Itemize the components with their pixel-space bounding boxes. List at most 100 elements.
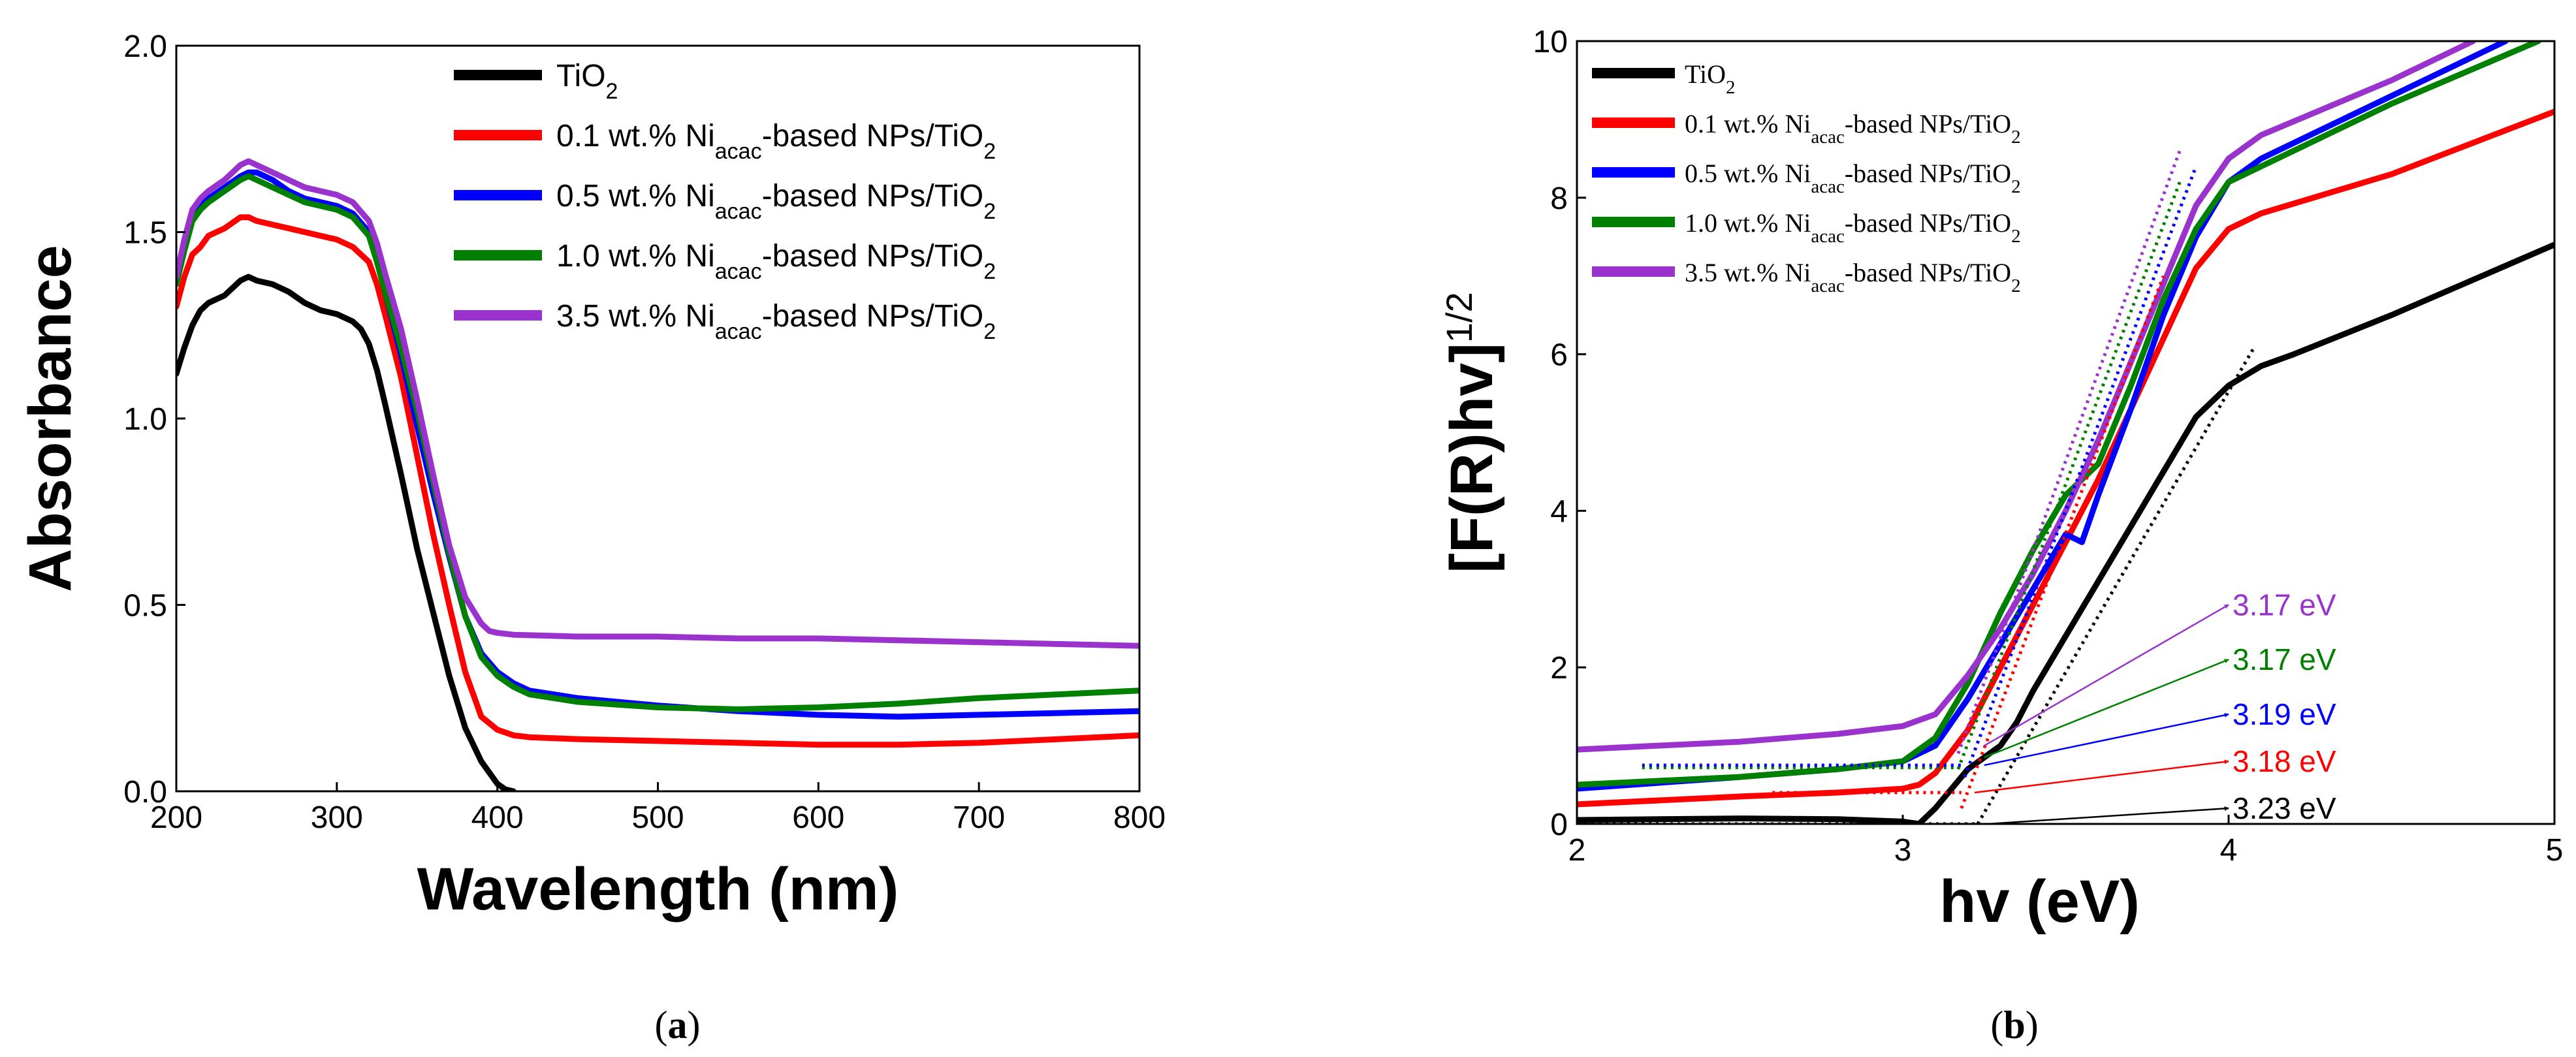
- legend-text-subscript: acac: [1811, 176, 1845, 197]
- legend-text-subscript: 2: [2011, 176, 2021, 197]
- legend-text-main: 0.5 wt.% Ni: [1685, 159, 1811, 188]
- fit-line-dotted-2: [1963, 165, 2198, 778]
- series-line-0: [176, 274, 517, 791]
- legend-text-main: -based NPs/TiO: [762, 179, 984, 213]
- legend-text-subscript: acac: [715, 259, 762, 284]
- series-line-1: [1577, 108, 2554, 808]
- legend-text-main: TiO: [556, 59, 606, 93]
- legend-text-main: -based NPs/TiO: [762, 299, 984, 334]
- x-tick-label: 600: [792, 800, 844, 835]
- x-tick-label: 800: [1113, 800, 1166, 835]
- annotation-arrow: [1984, 659, 2229, 759]
- legend-text-subscript: acac: [1811, 276, 1845, 296]
- y-axis-label: [F(R)hv]1/2: [1439, 292, 1506, 573]
- chart-panel-a: 200 300 400 500 600 700 800 0.0 0.5 1.0 1.5 2.0 Wave…: [17, 29, 1166, 1047]
- legend-text-main: -based NPs/TiO: [1845, 109, 2011, 138]
- legend-text-subscript: 2: [983, 139, 996, 164]
- legend-text-subscript: acac: [1811, 226, 1845, 247]
- legend-text-main: TiO: [1685, 59, 1726, 89]
- y-tick-label: 0.5: [123, 589, 167, 623]
- series-line-4: [1577, 41, 2476, 753]
- legend-text-subscript: 2: [983, 259, 996, 284]
- y-tick-label: 8: [1550, 181, 1568, 216]
- y-tick-label: 10: [1533, 25, 1568, 59]
- x-tick-label: 200: [150, 800, 202, 835]
- legend-label: 1.0 wt.% Niacac-based NPs/TiO2: [1685, 208, 2021, 247]
- legend-label: 1.0 wt.% Niacac-based NPs/TiO2: [556, 239, 996, 284]
- legend-label: 3.5 wt.% Niacac-based NPs/TiO2: [556, 299, 996, 344]
- legend-text-main: 1.0 wt.% Ni: [556, 239, 715, 274]
- legend-label: 0.1 wt.% Niacac-based NPs/TiO2: [1685, 109, 2021, 148]
- panel-label-paren: (: [655, 1003, 668, 1047]
- legend-text-subscript: 2: [983, 319, 996, 344]
- panel-label-paren: (: [1990, 1003, 2003, 1047]
- annotation-label: 3.17 eV: [2233, 588, 2336, 622]
- legend-text-subscript: acac: [715, 199, 762, 224]
- x-axis-label: hv (eV): [1939, 868, 2140, 935]
- y-tick-label: 2: [1550, 651, 1568, 686]
- y-axis-label-superscript: 1/2: [1439, 292, 1480, 343]
- y-tick-label: 1.0: [123, 402, 167, 437]
- legend-text-main: 0.1 wt.% Ni: [556, 119, 715, 153]
- y-tick-label: 2.0: [123, 29, 167, 64]
- x-tick-label: 5: [2546, 833, 2564, 868]
- series-line-3: [1577, 41, 2541, 788]
- legend-text-main: 0.1 wt.% Ni: [1685, 109, 1811, 138]
- annotation-arrow: [1987, 806, 2229, 825]
- legend-text-main: -based NPs/TiO: [1845, 258, 2011, 287]
- legend-text-main: 3.5 wt.% Ni: [1685, 258, 1811, 287]
- legend-text-main: 1.0 wt.% Ni: [1685, 208, 1811, 238]
- legend-label: 3.5 wt.% Niacac-based NPs/TiO2: [1685, 258, 2021, 296]
- legend-label: TiO2: [556, 59, 618, 104]
- panel-label-paren: ): [688, 1003, 701, 1047]
- legend-label: 0.5 wt.% Niacac-based NPs/TiO2: [1685, 159, 2021, 197]
- series-line-4: [176, 158, 1139, 649]
- panel-label-paren: ): [2026, 1003, 2039, 1047]
- chart-panel-b: 3.17 eV 3.17 eV 3.19 eV 3.18 eV 3.23 eV 2 3 4 5 0…: [1439, 25, 2564, 1047]
- legend-text-main: 3.5 wt.% Ni: [556, 299, 715, 334]
- legend-text-subscript: acac: [715, 319, 762, 344]
- x-axis-label: Wavelength (nm): [417, 856, 899, 923]
- legend-text-main: -based NPs/TiO: [1845, 208, 2011, 238]
- x-tick-label: 2: [1568, 833, 1586, 868]
- fit-line-dotted-4: [1976, 345, 2257, 824]
- legend-text-subscript: acac: [715, 139, 762, 164]
- legend-text-subscript: 2: [2011, 226, 2021, 247]
- legend-text-subscript: 2: [983, 199, 996, 224]
- y-axis-label-main: [F(R)hv]: [1439, 343, 1505, 573]
- legend-label: TiO2: [1685, 59, 1736, 98]
- annotation-arrow: [1974, 759, 2229, 794]
- x-tick-label: 4: [2220, 833, 2238, 868]
- legend-text-main: 0.5 wt.% Ni: [556, 179, 715, 213]
- legend-text-subscript: acac: [1811, 127, 1845, 148]
- legend-label: 0.1 wt.% Niacac-based NPs/TiO2: [556, 119, 996, 164]
- annotation-label: 3.19 eV: [2233, 697, 2336, 731]
- y-tick-label: 0.0: [123, 775, 167, 810]
- plot-frame: [1576, 40, 2556, 825]
- legend-text-main: -based NPs/TiO: [762, 239, 984, 274]
- legend-label: 0.5 wt.% Niacac-based NPs/TiO2: [556, 179, 996, 224]
- x-tick-label: 500: [631, 800, 684, 835]
- x-tick-label: 3: [1894, 833, 1912, 868]
- annotation-arrow: [1984, 712, 2229, 766]
- legend-text-subscript: 2: [1726, 77, 1736, 98]
- legend-text-main: -based NPs/TiO: [762, 119, 984, 153]
- y-axis-label: Absorbance: [17, 245, 84, 592]
- legend-text-main: -based NPs/TiO: [1845, 159, 2011, 188]
- y-tick-label: 4: [1550, 494, 1568, 529]
- fit-line-dotted-3: [1960, 275, 2165, 809]
- panel-label: (a): [655, 1003, 701, 1047]
- legend-text-subscript: 2: [2011, 276, 2021, 296]
- panel-label-letter: b: [2003, 1003, 2025, 1047]
- annotation-label: 3.18 eV: [2233, 744, 2336, 778]
- panel-label-letter: a: [668, 1003, 688, 1047]
- y-tick-label: 0: [1550, 808, 1568, 842]
- x-tick-label: 300: [311, 800, 363, 835]
- y-tick-label: 1.5: [123, 216, 167, 251]
- x-tick-label: 700: [953, 800, 1005, 835]
- series-line-1: [176, 214, 1139, 748]
- panel-label: (b): [1990, 1003, 2038, 1047]
